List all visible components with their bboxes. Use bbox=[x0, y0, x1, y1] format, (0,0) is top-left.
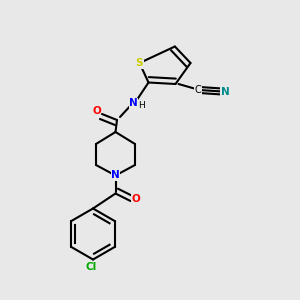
Text: N: N bbox=[220, 86, 230, 97]
Text: O: O bbox=[92, 106, 101, 116]
Text: S: S bbox=[136, 58, 143, 68]
Text: N: N bbox=[129, 98, 138, 109]
Text: N: N bbox=[111, 170, 120, 181]
Text: H: H bbox=[139, 101, 145, 110]
Text: O: O bbox=[131, 194, 140, 204]
Text: Cl: Cl bbox=[86, 262, 97, 272]
Text: C: C bbox=[195, 85, 201, 95]
